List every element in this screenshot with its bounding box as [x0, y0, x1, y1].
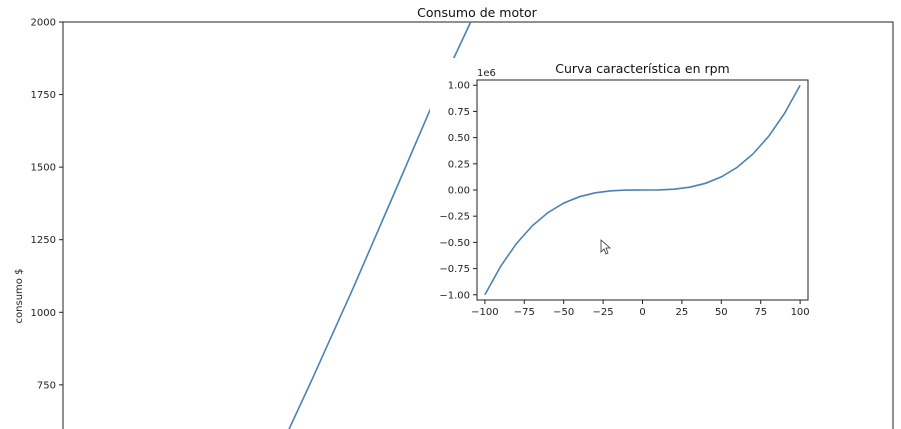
main-chart-title: Consumo de motor	[417, 5, 538, 20]
inset-y-tick-label: −0.50	[439, 238, 470, 249]
inset-x-tick-label: 25	[676, 307, 689, 318]
inset-chart-title: Curva característica en rpm	[555, 61, 729, 76]
inset-background	[430, 58, 820, 326]
inset-x-tick-label: −100	[471, 307, 498, 318]
mouse-cursor-icon	[600, 239, 612, 255]
inset-chart: Curva característica en rpm 1e6 −100 −75−…	[430, 58, 820, 326]
main-y-ticks: 750 1000 1250 1500 1750 2000	[31, 18, 63, 391]
inset-x-tick-label: 75	[754, 307, 767, 318]
main-y-tick-label: 1250	[31, 235, 56, 246]
inset-x-ticks: −100 −75 −50 −25 0 25 50 75 100	[471, 300, 810, 318]
main-y-axis-label: consumo $	[14, 269, 25, 324]
inset-x-tick-label: 100	[791, 307, 810, 318]
inset-y-tick-label: −0.25	[439, 212, 470, 223]
inset-y-ticks: −1.00 −0.75 −0.50 −0.25 0.00 0.25 0.50 0.75 1.00	[439, 81, 477, 301]
inset-x-tick-label: −75	[514, 307, 535, 318]
inset-x-tick-label: 0	[639, 307, 645, 318]
inset-y-tick-label: 1.00	[448, 81, 470, 92]
inset-y-offset-label: 1e6	[477, 68, 496, 79]
inset-x-tick-label: 50	[715, 307, 728, 318]
main-y-tick-label: 750	[37, 380, 56, 391]
inset-y-tick-label: 0.00	[448, 186, 470, 197]
inset-x-tick-label: −25	[593, 307, 614, 318]
inset-y-tick-label: 0.25	[448, 159, 470, 170]
inset-x-tick-label: −50	[553, 307, 574, 318]
inset-y-tick-label: 0.50	[448, 133, 470, 144]
inset-y-tick-label: −1.00	[439, 290, 470, 301]
main-y-tick-label: 1500	[31, 163, 56, 174]
main-y-tick-label: 1000	[31, 308, 56, 319]
inset-y-tick-label: 0.75	[448, 107, 470, 118]
main-y-tick-label: 1750	[31, 90, 56, 101]
inset-y-tick-label: −0.75	[439, 264, 470, 275]
inset-series-line	[484, 84, 801, 296]
main-y-tick-label: 2000	[31, 18, 56, 29]
main-axes-frame	[62, 21, 894, 429]
